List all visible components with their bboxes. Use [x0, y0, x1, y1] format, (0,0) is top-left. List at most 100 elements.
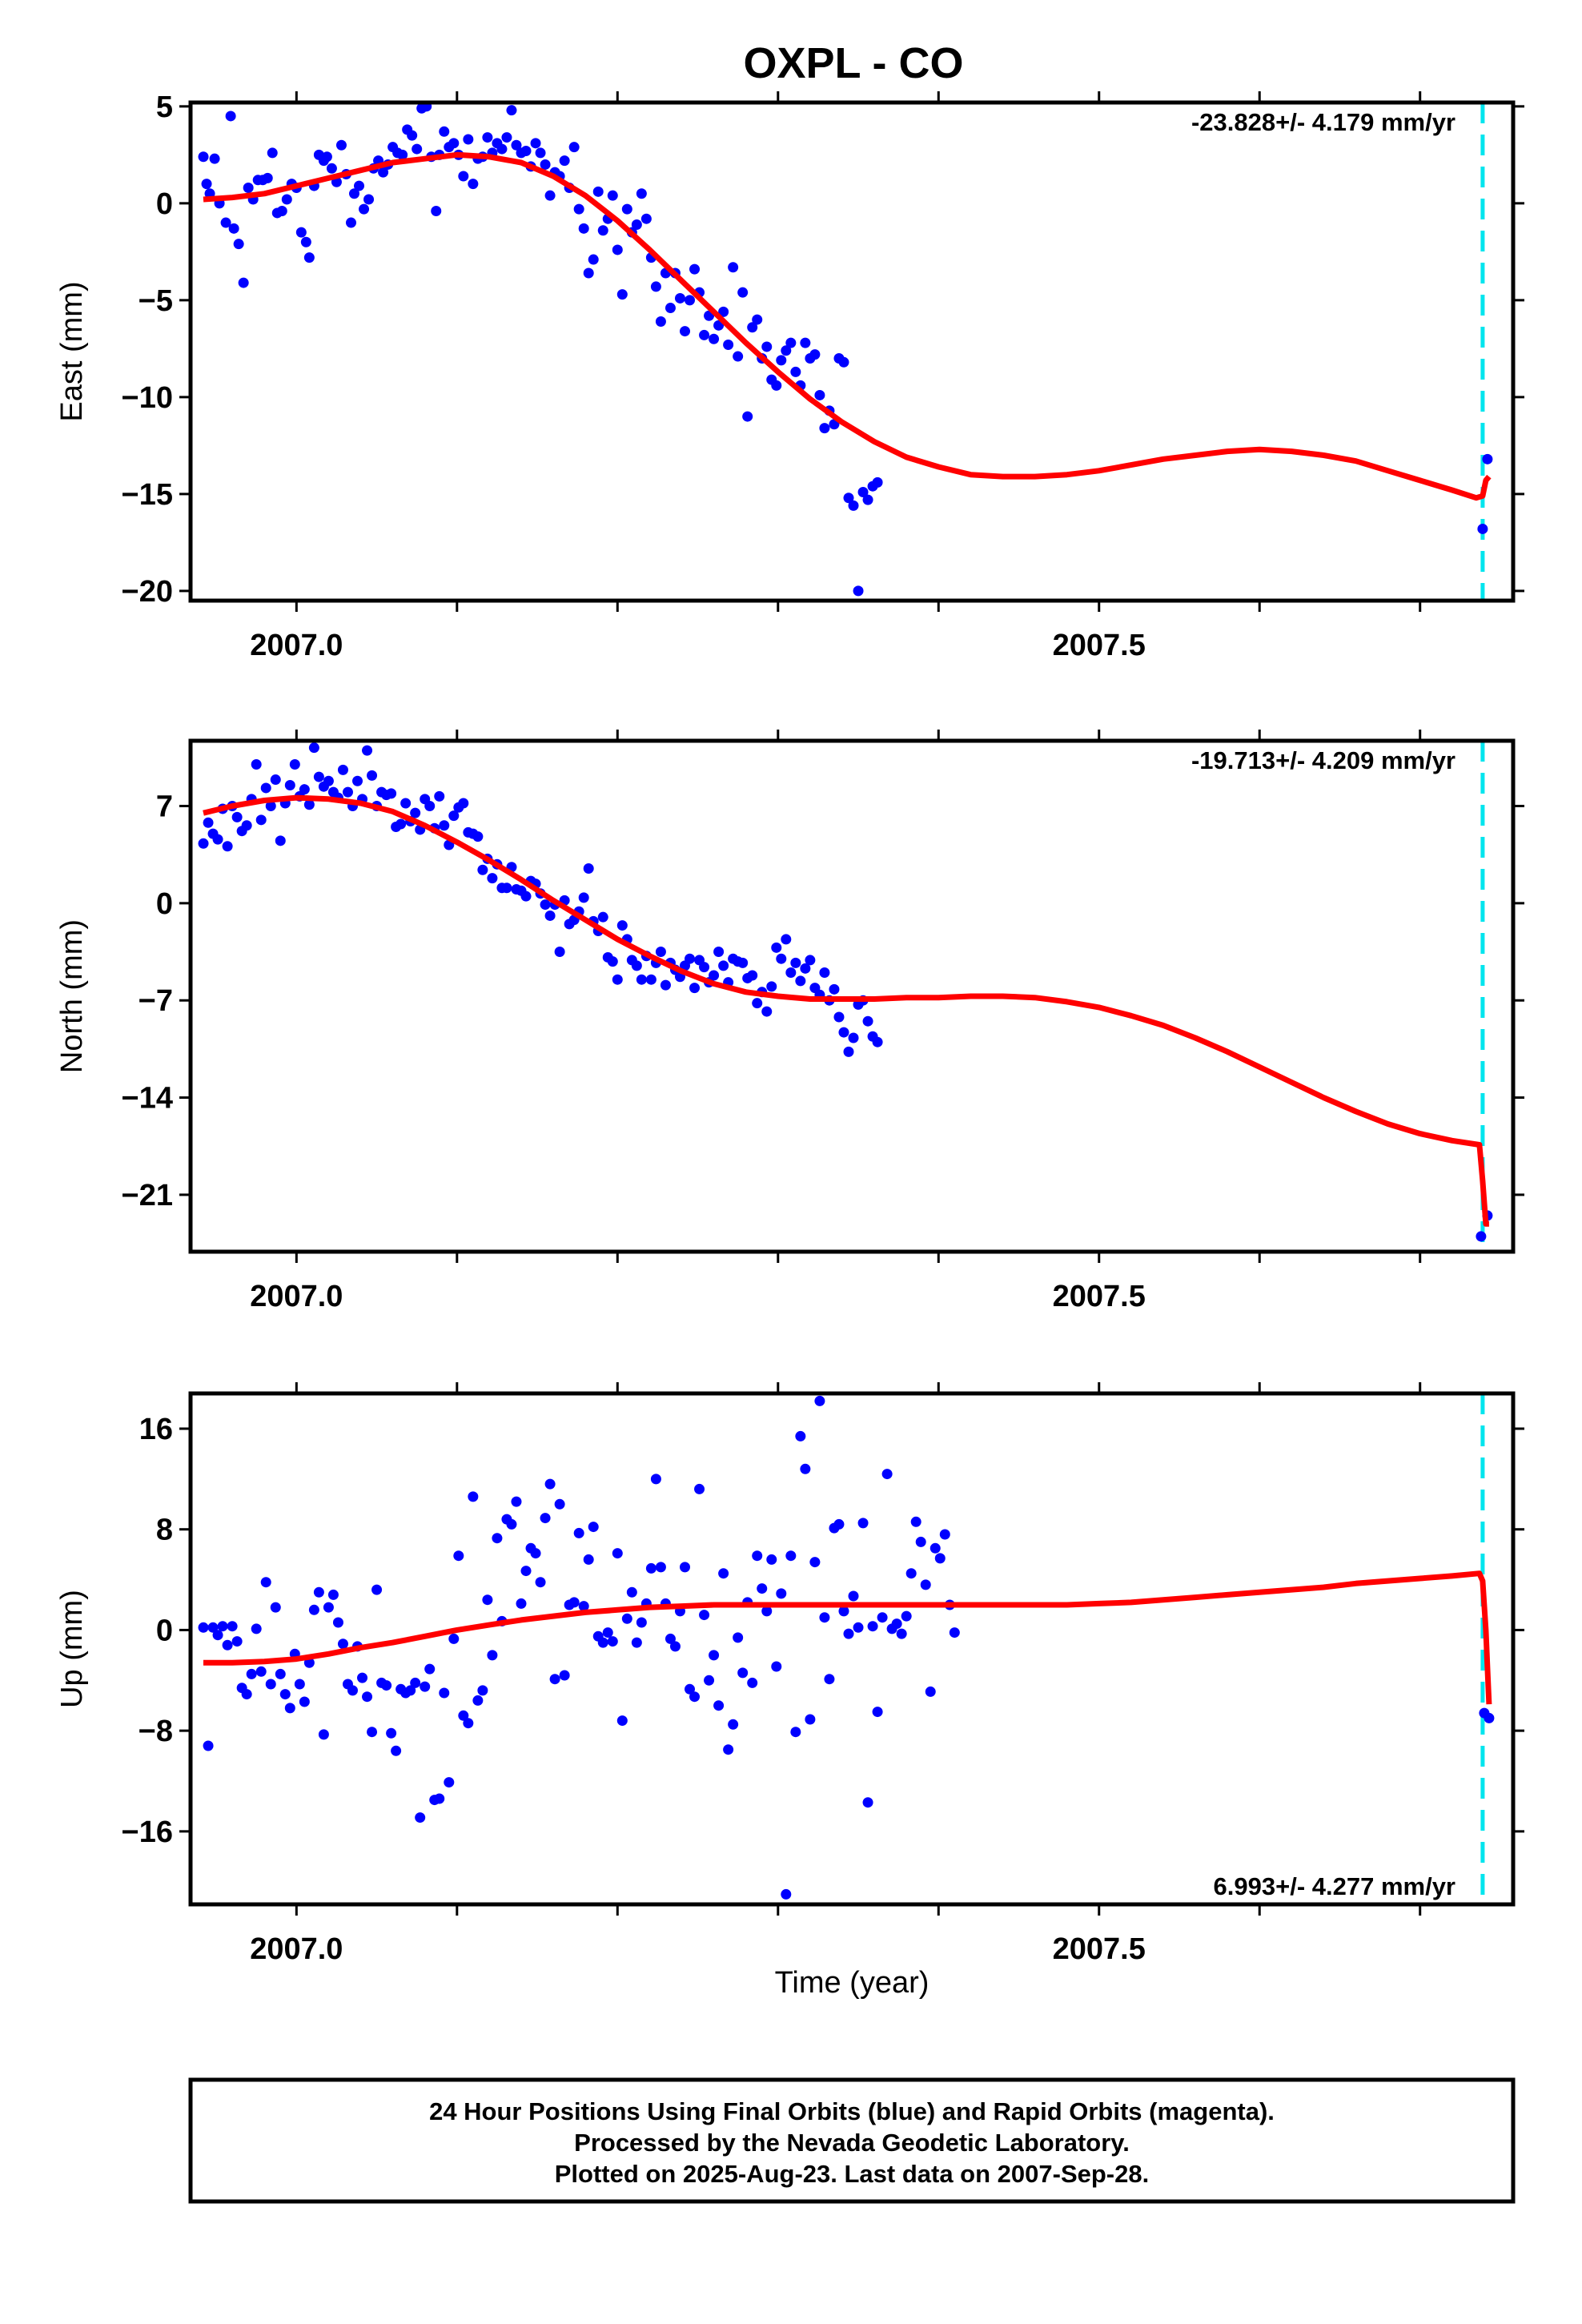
up-data-point [728, 1719, 739, 1730]
north-data-point [342, 786, 353, 798]
east-data-point [814, 389, 825, 400]
east-data-point [848, 500, 859, 511]
up-data-point [800, 1463, 811, 1474]
east-data-point [607, 190, 618, 201]
north-data-point [386, 788, 397, 799]
up-data-point [275, 1668, 286, 1679]
up-data-point [516, 1598, 527, 1609]
north-data-point [231, 811, 243, 822]
up-data-point [477, 1685, 488, 1696]
up-data-point [636, 1617, 647, 1628]
east-data-point [262, 172, 273, 183]
east-data-point [650, 281, 661, 292]
up-data-point [872, 1707, 883, 1718]
up-data-point [492, 1533, 503, 1544]
north-x-tick-label: 2007.5 [1053, 1280, 1146, 1313]
east-data-point [448, 138, 460, 149]
east-data-point [728, 262, 739, 273]
east-data-point [699, 329, 710, 340]
east-data-point [407, 130, 418, 141]
up-data-point [327, 1589, 339, 1600]
up-y-tick-label: −8 [139, 1715, 173, 1748]
east-data-point [228, 223, 239, 234]
up-data-point [761, 1606, 773, 1617]
east-data-point [737, 287, 749, 298]
x-axis-label: Time (year) [775, 1966, 930, 2000]
north-data-point [645, 974, 656, 985]
up-data-point [723, 1744, 734, 1755]
up-data-point [699, 1610, 710, 1621]
up-data-point [227, 1621, 238, 1632]
north-data-point [612, 974, 623, 985]
east-data-point [220, 217, 231, 228]
up-data-point [650, 1474, 661, 1485]
up-data-point [790, 1727, 801, 1738]
north-y-axis-label: North (mm) [55, 919, 89, 1073]
north-data-point [251, 758, 262, 770]
north-data-point [800, 963, 811, 974]
east-data-point [857, 486, 869, 497]
east-data-point [321, 151, 332, 163]
east-data-point [665, 303, 676, 314]
east-data-point [785, 337, 797, 348]
north-data-point [270, 774, 281, 786]
north-data-point [713, 947, 725, 958]
up-data-point [472, 1695, 484, 1706]
east-data-point [535, 147, 546, 159]
east-y-axis-label: East (mm) [55, 281, 89, 421]
north-data-point [838, 1027, 849, 1038]
east-data-point [267, 147, 278, 159]
up-data-point [631, 1637, 642, 1648]
east-data-point [776, 355, 787, 366]
up-data-point [718, 1568, 729, 1579]
north-data-point [284, 779, 295, 790]
up-data-point [776, 1588, 787, 1599]
up-data-point [284, 1703, 295, 1714]
north-data-point [198, 838, 209, 849]
east-data-point [530, 138, 541, 149]
up-data-point [405, 1685, 416, 1696]
up-y-axis-label: Up (mm) [55, 1590, 89, 1708]
north-x-tick-label: 2007.0 [250, 1280, 343, 1313]
up-data-point [535, 1577, 546, 1588]
north-data-point [583, 863, 594, 874]
north-data-point [434, 790, 445, 802]
up-data-point [733, 1632, 744, 1643]
up-panel: 2007.0 2007.5 16 8 0 −8 −16 Up (mm) 6.993+/- 4.2… [55, 1382, 1524, 1966]
up-data-point [241, 1689, 252, 1700]
north-data-point [597, 911, 608, 923]
east-data-point [1477, 523, 1488, 534]
east-data-point [781, 345, 792, 356]
east-data-point [800, 337, 811, 348]
east-data-point [421, 103, 432, 112]
up-data-point [453, 1550, 464, 1562]
north-data-point [781, 934, 792, 945]
east-fit-curve [203, 151, 1492, 501]
up-data-point [645, 1562, 656, 1574]
north-data-point [472, 831, 484, 842]
north-data-point [776, 953, 787, 964]
east-rate-label: -23.828+/- 4.179 mm/yr [1191, 108, 1456, 136]
footer-box: 24 Hour Positions Using Final Orbits (bl… [188, 2077, 1516, 2204]
north-data-point [805, 955, 816, 966]
north-data-point [631, 960, 642, 971]
up-data-point [506, 1518, 517, 1530]
up-data-point [785, 1550, 797, 1562]
east-y-tick-label: −10 [122, 381, 173, 415]
up-data-point [607, 1636, 618, 1647]
east-data-point [468, 179, 479, 190]
north-data-point [487, 873, 498, 884]
north-data-point [299, 784, 310, 795]
north-data-point [829, 983, 840, 995]
up-data-point [381, 1680, 392, 1691]
east-data-point [363, 194, 375, 205]
north-data-point [872, 1036, 883, 1047]
north-data-point [752, 998, 763, 1009]
north-data-point [636, 974, 647, 985]
east-data-point [458, 171, 469, 182]
up-y-tick-label: 16 [139, 1413, 173, 1446]
north-data-point [520, 891, 532, 902]
east-data-point [335, 139, 347, 151]
east-data-point [326, 163, 337, 174]
north-data-point [833, 1011, 845, 1023]
